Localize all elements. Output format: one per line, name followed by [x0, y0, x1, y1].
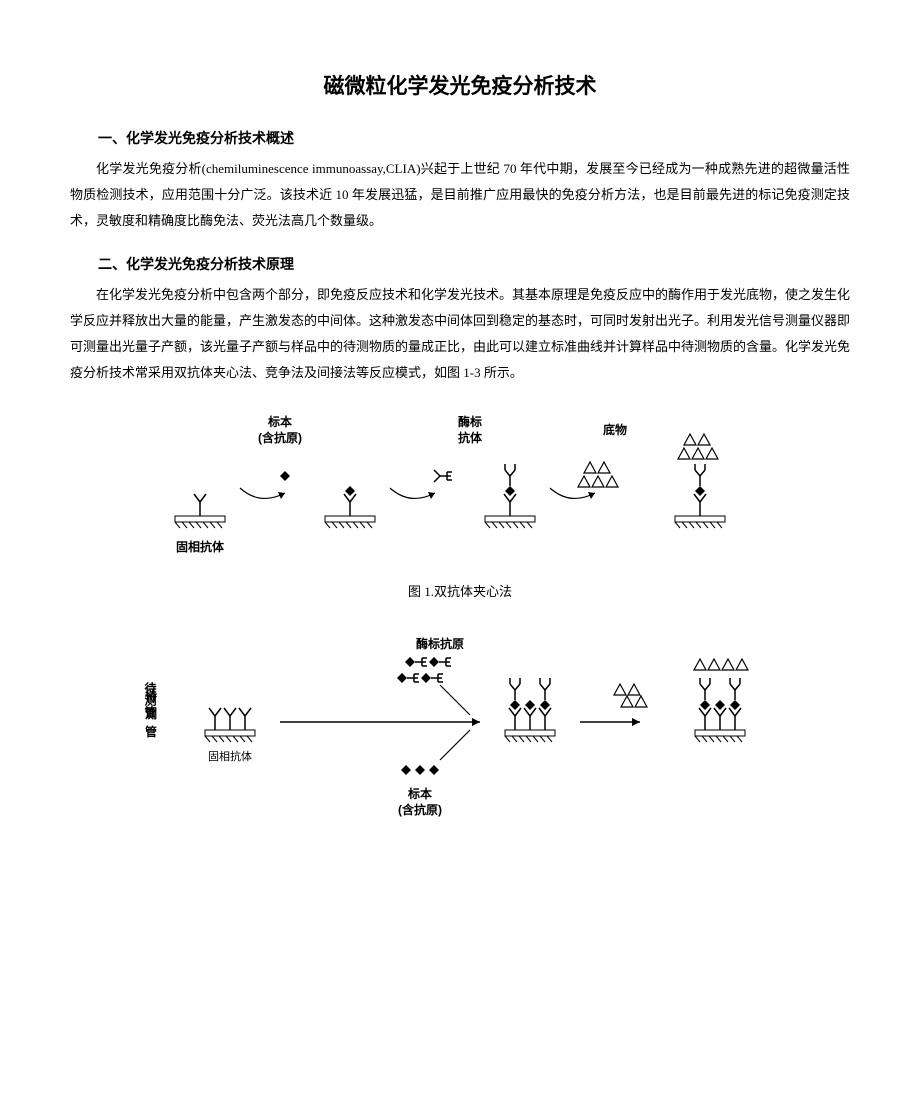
fig2-tt-2: 测 [145, 706, 157, 721]
fig2-tt-1: 待 [145, 688, 157, 703]
section2-heading: 二、化学发光免疫分析技术原理 [70, 254, 850, 274]
section2-paragraph: 在化学发光免疫分析中包含两个部分，即免疫反应技术和化学发光技术。其基本原理是免疫… [70, 282, 850, 386]
section1-heading: 一、化学发光免疫分析技术概述 [70, 128, 850, 148]
fig2-label-sample: 标本 [407, 786, 432, 801]
figure1-container: 标本 (含抗原) 酶标 抗体 底物 固相抗体 [70, 406, 850, 571]
fig2-tt-3: 管 [145, 724, 157, 739]
page-title: 磁微粒化学发光免疫分析技术 [70, 70, 850, 100]
figure2-container: 酶标抗原 待测管 待 测 管 固相抗体 标本 (含抗原) [70, 630, 850, 835]
fig2-label-solid: 固相抗体 [208, 749, 252, 763]
figure1-caption: 图 1.双抗体夹心法 [70, 581, 850, 600]
fig1-label-enzab: 酶标 [458, 414, 482, 429]
figure1-diagram: 标本 (含抗原) 酶标 抗体 底物 固相抗体 [140, 406, 780, 566]
fig1-label-sample: 标本 [267, 414, 292, 429]
fig1-label-substrate: 底物 [603, 422, 627, 437]
fig1-label-sample-sub: (含抗原) [258, 430, 302, 445]
fig2-label-enzag: 酶标抗原 [416, 636, 464, 651]
fig1-label-solid: 固相抗体 [176, 539, 225, 554]
fig2-label-sample-sub: (含抗原) [398, 802, 442, 817]
fig1-label-enzab-sub: 抗体 [458, 430, 483, 445]
figure2-diagram: 酶标抗原 待测管 待 测 管 固相抗体 标本 (含抗原) [110, 630, 810, 830]
section1-paragraph: 化学发光免疫分析(chemiluminescence immunoassay,C… [70, 156, 850, 234]
